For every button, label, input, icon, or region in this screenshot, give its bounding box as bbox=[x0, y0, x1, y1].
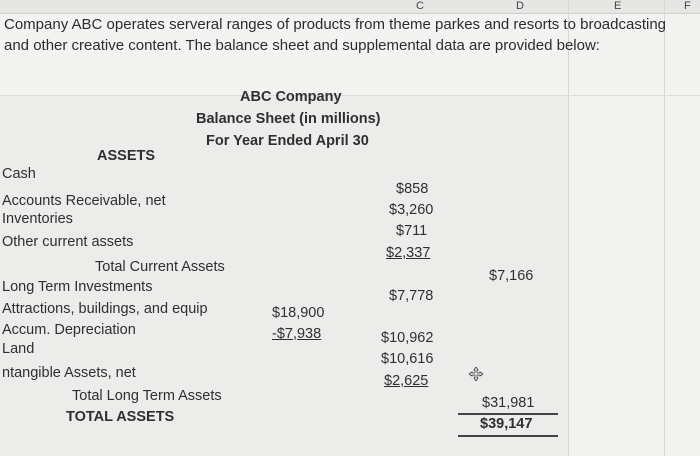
column-header-d[interactable]: D bbox=[516, 0, 524, 12]
assets-heading: ASSETS bbox=[97, 148, 156, 164]
ar-label[interactable]: Accounts Receivable, net bbox=[2, 193, 166, 209]
total-current-value[interactable]: $7,166 bbox=[489, 268, 534, 284]
column-header-e[interactable]: E bbox=[614, 0, 622, 12]
move-cursor-icon bbox=[468, 366, 484, 382]
company-name: ABC Company bbox=[240, 89, 342, 105]
total-current-label[interactable]: Total Current Assets bbox=[95, 259, 225, 275]
land-value[interactable]: $10,616 bbox=[381, 351, 434, 367]
total-lt-label[interactable]: Total Long Term Assets bbox=[72, 388, 222, 404]
ar-value[interactable]: $3,260 bbox=[389, 202, 434, 218]
total-assets-value[interactable]: $39,147 bbox=[480, 416, 533, 432]
gridline bbox=[0, 95, 700, 96]
table-shaded-region bbox=[0, 95, 568, 456]
period-label: For Year Ended April 30 bbox=[206, 133, 369, 149]
cash-label[interactable]: Cash bbox=[2, 166, 36, 182]
column-header-c[interactable]: C bbox=[416, 0, 424, 12]
lt-investments-label[interactable]: Long Term Investments bbox=[2, 279, 153, 295]
lt-investments-value[interactable]: $7,778 bbox=[389, 288, 434, 304]
total-lt-value[interactable]: $31,981 bbox=[482, 395, 535, 411]
column-header-f[interactable]: F bbox=[684, 0, 691, 12]
total-assets-label[interactable]: TOTAL ASSETS bbox=[66, 409, 175, 425]
gridline bbox=[568, 0, 569, 456]
accum-dep-gross[interactable]: -$7,938 bbox=[272, 326, 322, 342]
accum-dep-label[interactable]: Accum. Depreciation bbox=[2, 322, 136, 338]
intro-paragraph: Company ABC operates serveral ranges of … bbox=[4, 16, 666, 54]
column-header-strip bbox=[0, 0, 700, 14]
accum-dep-net-value[interactable]: $10,962 bbox=[381, 330, 434, 346]
other-current-value[interactable]: $2,337 bbox=[386, 245, 431, 261]
inventories-value[interactable]: $711 bbox=[396, 223, 428, 239]
intangible-label[interactable]: ntangible Assets, net bbox=[2, 365, 136, 381]
inventories-label[interactable]: Inventories bbox=[2, 211, 73, 227]
attractions-label[interactable]: Attractions, buildings, and equip bbox=[2, 301, 208, 317]
land-label[interactable]: Land bbox=[2, 341, 35, 357]
attractions-gross[interactable]: $18,900 bbox=[272, 305, 325, 321]
intangible-value[interactable]: $2,625 bbox=[384, 373, 429, 389]
total-double-rule-line bbox=[458, 435, 558, 437]
other-current-label[interactable]: Other current assets bbox=[2, 234, 134, 250]
sheet-title: Balance Sheet (in millions) bbox=[196, 111, 381, 127]
total-rule-line bbox=[458, 413, 558, 415]
gridline bbox=[664, 0, 665, 456]
cash-value[interactable]: $858 bbox=[396, 181, 429, 197]
